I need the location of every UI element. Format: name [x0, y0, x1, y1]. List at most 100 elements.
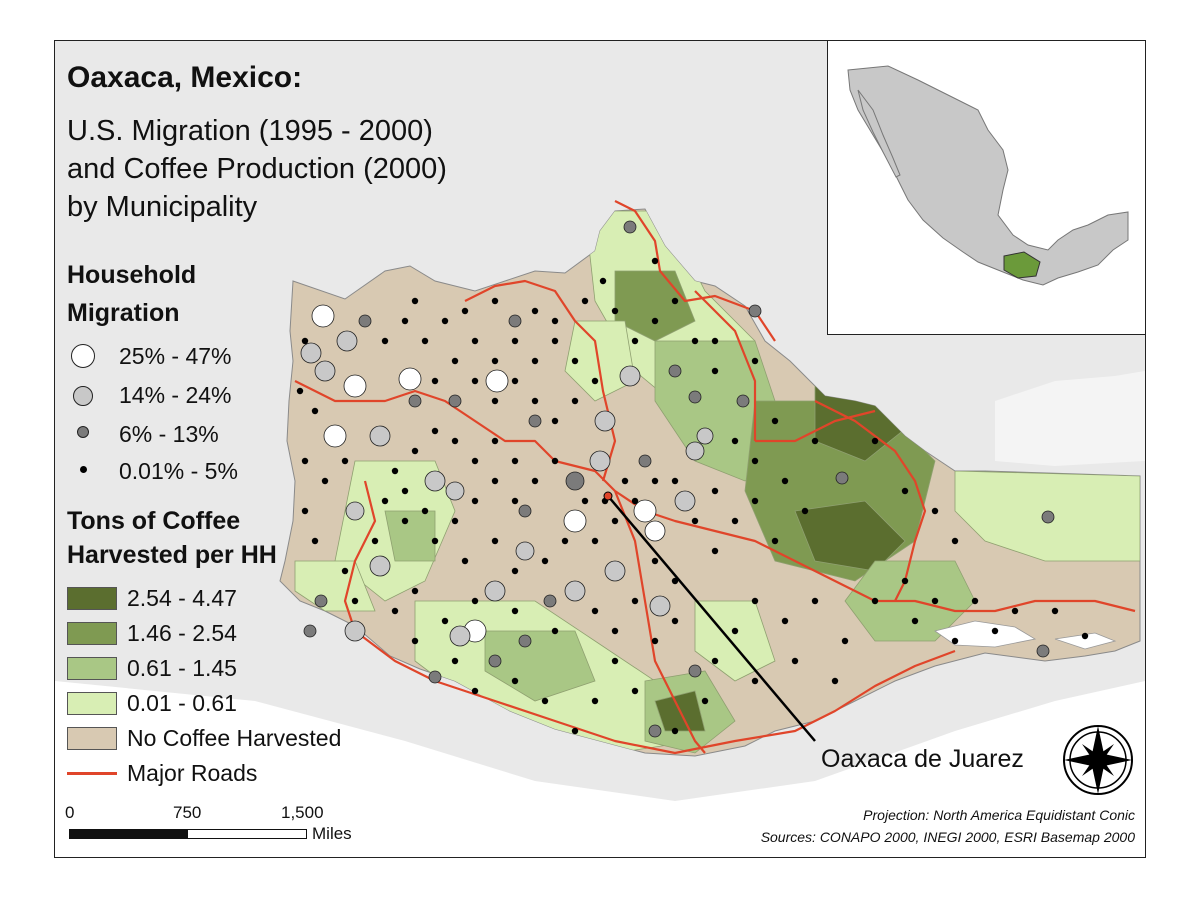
- map-title: Oaxaca, Mexico:: [67, 61, 303, 94]
- scale-tick-label: 750: [173, 803, 202, 822]
- coffee-legend-heading: Harvested per HH: [67, 541, 277, 569]
- migration-legend-label: 0.01% - 5%: [119, 458, 238, 484]
- migration-symbol: [314, 594, 328, 608]
- migration-legend-label: 14% - 24%: [119, 382, 232, 408]
- major-road: [343, 480, 377, 632]
- migration-symbol: [633, 499, 657, 523]
- sources-credit: Sources: CONAPO 2000, INEGI 2000, ESRI B…: [760, 829, 1135, 845]
- migration-symbol: [604, 560, 626, 582]
- migration-symbol: [619, 365, 641, 387]
- migration-symbol: [736, 394, 750, 408]
- migration-symbol: [589, 450, 611, 472]
- migration-symbol: [485, 369, 509, 393]
- scale-tick-label: 1,500: [281, 803, 324, 822]
- migration-symbol: [518, 634, 532, 648]
- major-road: [614, 200, 776, 342]
- coffee-region: [794, 500, 906, 572]
- mexico-locator-inset: [827, 41, 1145, 335]
- migration-symbol: [688, 664, 702, 678]
- gulf-water: [995, 371, 1145, 466]
- migration-symbol: [358, 314, 372, 328]
- migration-legend-symbol-large: [71, 344, 95, 368]
- major-road: [294, 380, 616, 492]
- mexico-locator-map: [847, 65, 1129, 286]
- migration-symbol: [674, 490, 696, 512]
- map-frame: Oaxaca, Mexico: U.S. Migration (1995 - 2…: [54, 40, 1146, 858]
- migration-symbol: [314, 360, 336, 382]
- migration-legend-symbol-small: [77, 426, 89, 438]
- migration-legend-label: 25% - 47%: [119, 343, 232, 369]
- migration-symbol: [428, 670, 442, 684]
- major-road: [814, 400, 927, 602]
- migration-symbol: [1036, 644, 1050, 658]
- coffee-legend-swatch: [67, 727, 117, 750]
- coffee-legend-label: 1.46 - 2.54: [127, 620, 237, 646]
- migration-symbol: [369, 555, 391, 577]
- coffee-legend-label: 0.61 - 1.45: [127, 655, 237, 681]
- projection-credit: Projection: North America Equidistant Co…: [863, 807, 1135, 823]
- migration-symbol: [638, 454, 652, 468]
- migration-symbol: [563, 509, 587, 533]
- low-migration-dots: [296, 257, 1089, 735]
- coffee-legend-label: 0.01 - 0.61: [127, 690, 237, 716]
- map-subtitle-line: and Coffee Production (2000): [67, 153, 447, 185]
- mexico-outline: [847, 65, 1129, 286]
- compass-rose-icon: [1063, 725, 1133, 795]
- migration-symbols: [300, 220, 1055, 738]
- migration-legend-symbol-medium: [73, 386, 93, 406]
- coffee-legend-swatch: [67, 692, 117, 715]
- migration-symbol: [688, 390, 702, 404]
- migration-symbol: [564, 580, 586, 602]
- migration-symbol: [515, 541, 535, 561]
- migration-symbol: [408, 394, 422, 408]
- major-roads: [294, 200, 1136, 755]
- migration-symbol: [345, 501, 365, 521]
- migration-symbol: [484, 580, 506, 602]
- migration-symbol: [448, 394, 462, 408]
- migration-symbol: [565, 471, 585, 491]
- migration-symbol: [445, 481, 465, 501]
- scale-bar: [69, 829, 307, 839]
- migration-legend-symbol-tiny: [80, 466, 87, 473]
- oaxaca-de-juarez-label: Oaxaca de Juarez: [821, 745, 1024, 773]
- migration-symbol: [369, 425, 391, 447]
- migration-symbol: [1041, 510, 1055, 524]
- migration-symbol: [449, 625, 471, 647]
- migration-symbol: [528, 414, 542, 428]
- migration-symbol: [300, 342, 322, 364]
- scale-unit-label: Miles: [312, 824, 352, 843]
- migration-symbol: [696, 427, 714, 445]
- migration-symbol: [311, 304, 335, 328]
- migration-symbol: [685, 441, 705, 461]
- migration-legend-label: 6% - 13%: [119, 421, 219, 447]
- major-road: [613, 490, 706, 754]
- migration-legend-heading: Migration: [67, 299, 180, 327]
- migration-symbol: [336, 330, 358, 352]
- migration-legend-heading: Household: [67, 261, 197, 289]
- road-legend-label: Major Roads: [127, 760, 258, 786]
- migration-symbol: [543, 594, 557, 608]
- coffee-legend-label: 2.54 - 4.47: [127, 585, 237, 611]
- coffee-legend-swatch: [67, 622, 117, 645]
- pacific-ocean: [55, 681, 1145, 857]
- coffee-region: [384, 510, 436, 562]
- migration-symbol: [488, 654, 502, 668]
- road-legend-symbol: [67, 772, 117, 775]
- major-road: [755, 409, 876, 443]
- coffee-region: [564, 320, 636, 402]
- migration-symbol: [649, 595, 671, 617]
- oaxaca-de-juarez-marker: [603, 491, 613, 501]
- migration-symbol: [594, 410, 616, 432]
- migration-symbol: [748, 304, 762, 318]
- migration-symbol: [518, 504, 532, 518]
- migration-symbol: [835, 471, 849, 485]
- map-subtitle-line: U.S. Migration (1995 - 2000): [67, 115, 433, 147]
- coastal-lagoon: [934, 620, 1037, 648]
- migration-symbol: [648, 724, 662, 738]
- scale-tick-label: 0: [65, 803, 75, 822]
- major-road: [694, 290, 757, 441]
- baja-peninsula: [857, 89, 901, 178]
- migration-symbol: [424, 470, 446, 492]
- migration-symbol: [323, 424, 347, 448]
- migration-symbol: [398, 367, 422, 391]
